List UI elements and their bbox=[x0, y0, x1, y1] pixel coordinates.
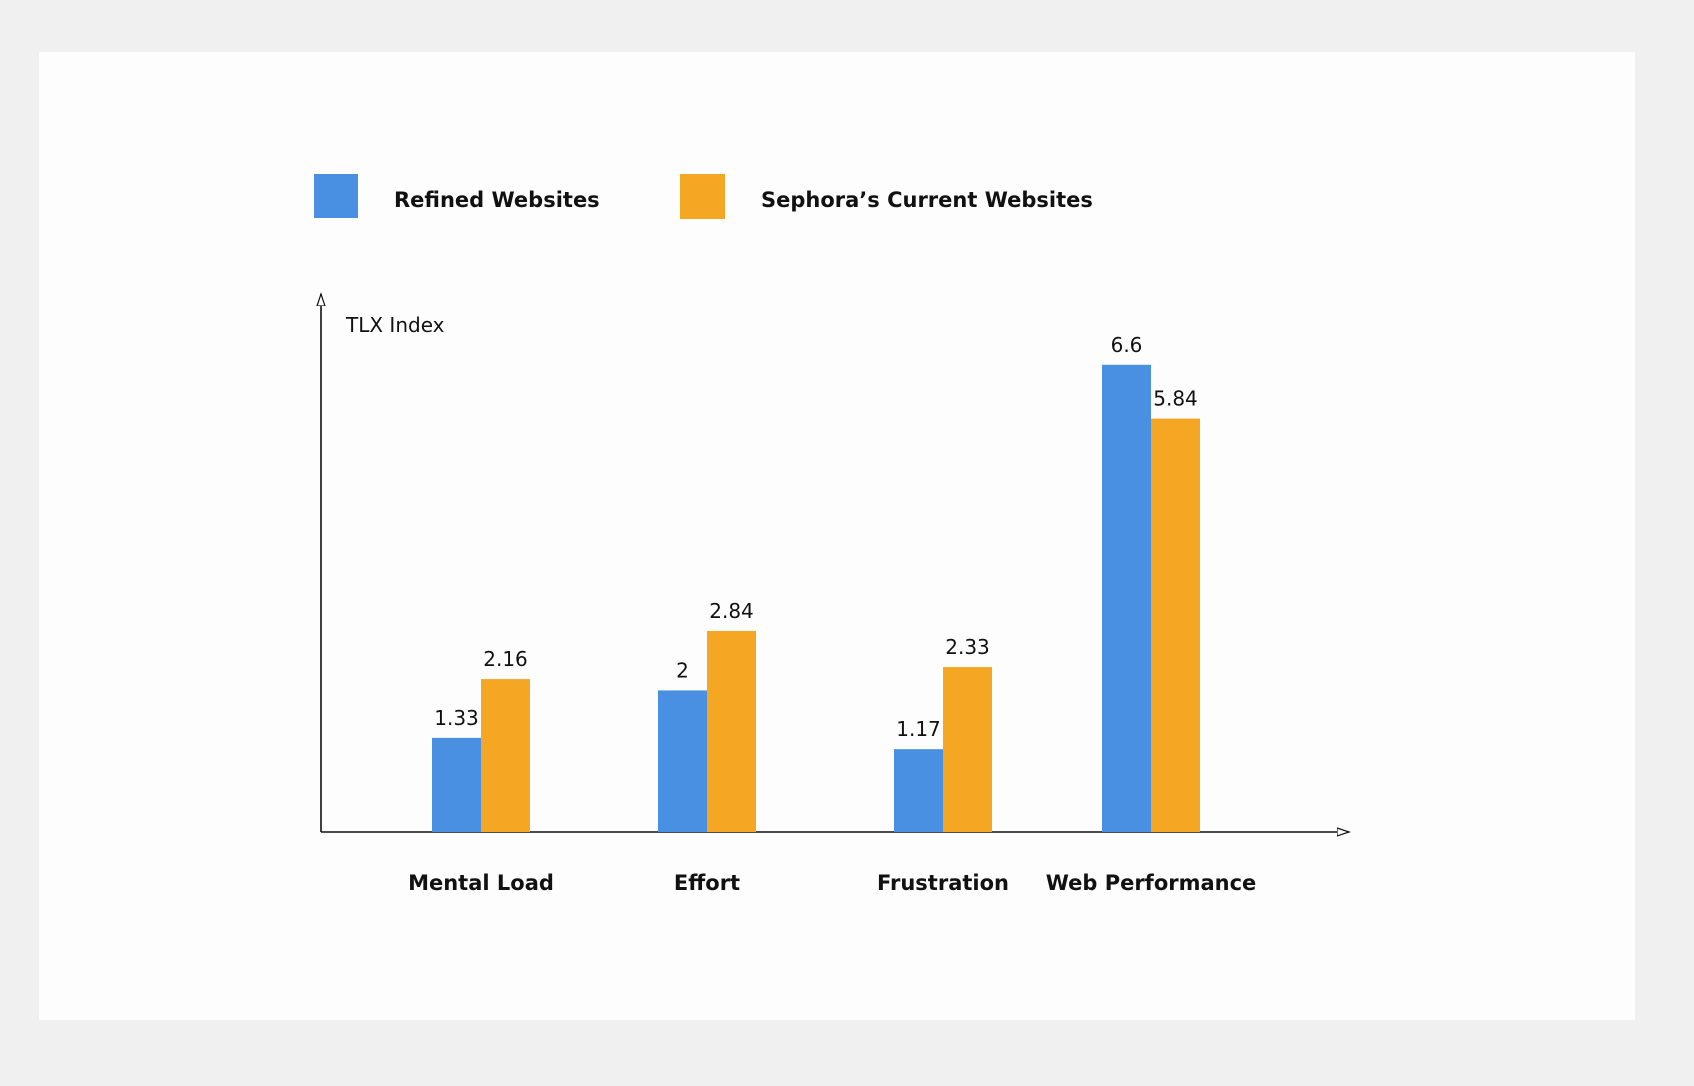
value-label-3-1: 5.84 bbox=[1153, 387, 1198, 411]
category-labels-layer: Mental Load Effort Frustration Web Performa… bbox=[408, 871, 1256, 895]
value-label-2-0: 1.17 bbox=[896, 717, 941, 741]
category-label-0: Mental Load bbox=[408, 871, 554, 895]
legend-swatch-current bbox=[680, 174, 725, 219]
bar-3-1 bbox=[1151, 418, 1200, 832]
bar-2-1 bbox=[943, 667, 992, 832]
legend-label-current: Sephora’s Current Websites bbox=[761, 188, 1093, 212]
category-label-3: Web Performance bbox=[1046, 871, 1257, 895]
bar-3-0 bbox=[1102, 364, 1151, 832]
value-label-1-1: 2.84 bbox=[709, 599, 754, 623]
legend: Refined Websites Sephora’s Current Websi… bbox=[314, 174, 1093, 219]
bar-0-0 bbox=[432, 737, 481, 832]
bar-1-0 bbox=[658, 690, 707, 832]
value-label-3-0: 6.6 bbox=[1111, 333, 1143, 357]
legend-label-refined: Refined Websites bbox=[394, 188, 600, 212]
bar-chart: Refined Websites Sephora’s Current Websi… bbox=[314, 174, 1635, 895]
bars-layer bbox=[432, 364, 1200, 832]
value-label-2-1: 2.33 bbox=[945, 635, 990, 659]
value-label-0-1: 2.16 bbox=[483, 647, 528, 671]
y-axis-title: TLX Index bbox=[345, 313, 445, 337]
bar-2-0 bbox=[894, 749, 943, 832]
bar-1-1 bbox=[707, 630, 756, 832]
bar-0-1 bbox=[481, 679, 530, 832]
value-labels-layer: 1.33 2.16 2 2.84 1.17 2.33 6.6 5.84 bbox=[434, 333, 1198, 741]
legend-swatch-refined bbox=[314, 174, 358, 218]
value-label-0-0: 1.33 bbox=[434, 706, 479, 730]
chart-card: Refined Websites Sephora’s Current Websi… bbox=[39, 52, 1635, 1020]
value-label-1-0: 2 bbox=[676, 658, 689, 682]
category-label-1: Effort bbox=[674, 871, 740, 895]
category-label-2: Frustration bbox=[877, 871, 1009, 895]
